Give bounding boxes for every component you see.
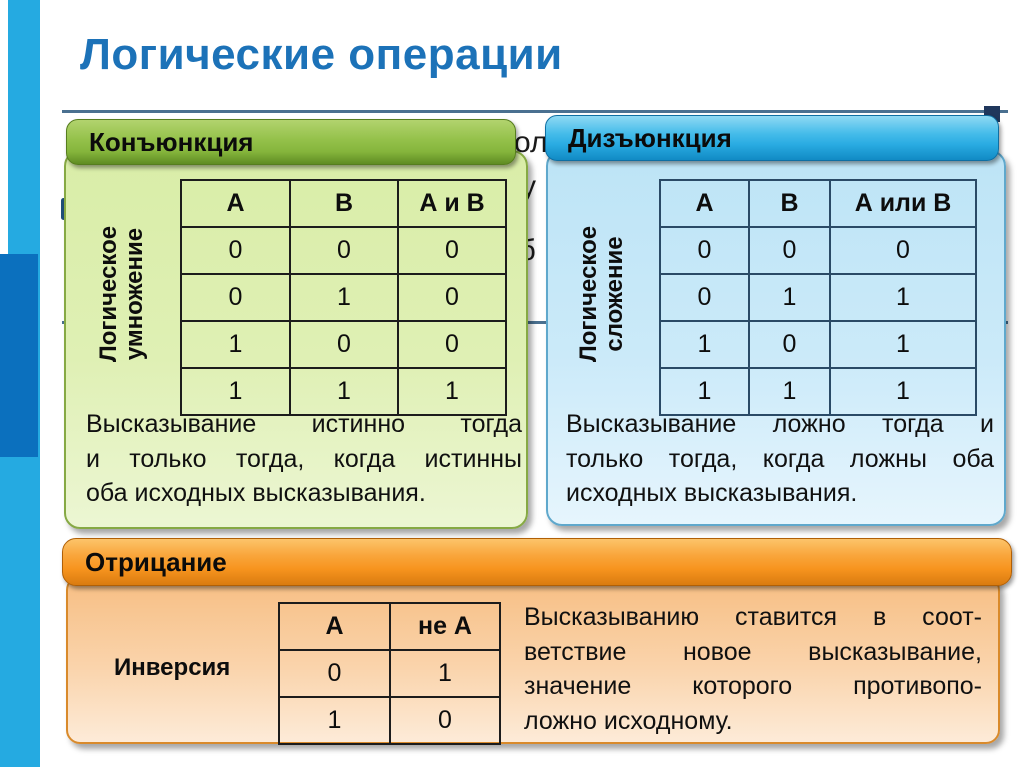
table-cell: 1 bbox=[278, 696, 391, 745]
disjunction-header: Дизъюнкция bbox=[545, 115, 999, 161]
table-row: 0 0 0 bbox=[659, 226, 977, 275]
disjunction-side-label: Логическое сложение bbox=[562, 184, 642, 404]
description-line: и только тогда, когда истинны bbox=[86, 444, 522, 473]
title-underline bbox=[62, 110, 1008, 113]
table-cell: 0 bbox=[397, 226, 507, 275]
table-row: 1 0 bbox=[278, 696, 501, 745]
disjunction-description: Высказывание ложно тогда и только тогда,… bbox=[566, 407, 994, 511]
table-row: 0 1 bbox=[278, 649, 501, 698]
conjunction-description: Высказывание истинно тогда и только тогд… bbox=[86, 407, 522, 511]
table-header-cell: А и В bbox=[397, 179, 507, 228]
side-label-line: Логическое bbox=[95, 225, 123, 363]
table-header-cell: В bbox=[748, 179, 831, 228]
table-header-cell: А или В bbox=[829, 179, 977, 228]
conjunction-header: Конъюнкция bbox=[66, 119, 516, 165]
table-cell: 0 bbox=[278, 649, 391, 698]
negation-panel: Инверсия А не А 0 1 1 0 Высказ bbox=[66, 576, 1000, 745]
negation-header: Отрицание bbox=[62, 538, 1012, 586]
table-header-cell: А bbox=[278, 602, 391, 651]
description-line: оба исходных высказывания. bbox=[86, 479, 426, 507]
table-header-row: А не А bbox=[278, 602, 501, 651]
negation-description: Высказыванию ставится в соот- ветствие н… bbox=[524, 600, 982, 738]
table-cell: 1 bbox=[389, 649, 501, 698]
table-cell: 0 bbox=[289, 320, 399, 369]
table-row: 0 0 0 bbox=[180, 226, 507, 275]
description-line: Высказывание истинно тогда bbox=[86, 410, 522, 438]
negation-truth-table: А не А 0 1 1 0 bbox=[278, 602, 501, 745]
disjunction-truth-table: А В А или В 0 0 0 0 1 1 1 0 bbox=[659, 179, 977, 416]
side-label-line: Логическое bbox=[575, 225, 603, 363]
table-row: 0 1 0 bbox=[180, 273, 507, 322]
table-cell: 1 bbox=[829, 367, 977, 416]
table-cell: 0 bbox=[180, 273, 291, 322]
table-cell: 0 bbox=[659, 273, 750, 322]
description-line: только тогда, когда ложны оба bbox=[566, 444, 994, 473]
table-row: 1 0 0 bbox=[180, 320, 507, 369]
negation-title: Отрицание bbox=[85, 546, 227, 577]
table-cell: 0 bbox=[389, 696, 501, 745]
description-line: исходных высказывания. bbox=[566, 479, 858, 507]
disjunction-title: Дизъюнкция bbox=[568, 122, 732, 153]
conjunction-panel: Логическое умножение А В А и В 0 0 0 0 bbox=[64, 150, 528, 529]
table-cell: 1 bbox=[659, 367, 750, 416]
table-cell: 1 bbox=[829, 273, 977, 322]
description-line: Высказывание ложно тогда и bbox=[566, 410, 994, 438]
description-line: ветствие новое высказывание, bbox=[524, 637, 982, 666]
left-cyan-bar-lower bbox=[0, 457, 38, 767]
table-cell: 1 bbox=[659, 320, 750, 369]
table-cell: 1 bbox=[748, 273, 831, 322]
table-cell: 0 bbox=[397, 273, 507, 322]
side-label-line: умножение bbox=[121, 227, 148, 361]
table-cell: 1 bbox=[289, 367, 399, 416]
table-cell: 0 bbox=[748, 226, 831, 275]
background-artifact-sliver bbox=[61, 198, 66, 220]
table-cell: 0 bbox=[748, 320, 831, 369]
table-cell: 1 bbox=[180, 367, 291, 416]
left-dark-blue-bar bbox=[0, 254, 38, 457]
conjunction-side-label: Логическое умножение bbox=[82, 184, 162, 404]
table-cell: 1 bbox=[289, 273, 399, 322]
table-header-cell: не А bbox=[389, 602, 501, 651]
table-cell: 0 bbox=[397, 320, 507, 369]
table-cell: 0 bbox=[829, 226, 977, 275]
table-row: 1 0 1 bbox=[659, 320, 977, 369]
negation-side-label: Инверсия bbox=[114, 654, 231, 681]
page-title: Логические операции bbox=[80, 30, 563, 79]
table-cell: 1 bbox=[180, 320, 291, 369]
description-line: Высказыванию ставится в соот- bbox=[524, 603, 982, 631]
conjunction-truth-table: А В А и В 0 0 0 0 1 0 1 0 bbox=[180, 179, 507, 416]
description-line: ложно исходному. bbox=[524, 706, 733, 735]
disjunction-panel: Логическое сложение А В А или В 0 0 0 0 bbox=[546, 150, 1006, 526]
table-header-row: А В А или В bbox=[659, 179, 977, 228]
table-cell: 0 bbox=[659, 226, 750, 275]
table-cell: 1 bbox=[748, 367, 831, 416]
side-label-line: сложение bbox=[601, 236, 628, 352]
table-header-cell: А bbox=[180, 179, 291, 228]
table-cell: 0 bbox=[289, 226, 399, 275]
table-cell: 1 bbox=[829, 320, 977, 369]
table-row: 0 1 1 bbox=[659, 273, 977, 322]
table-cell: 0 bbox=[180, 226, 291, 275]
description-line: значение которого противопо- bbox=[524, 672, 982, 700]
table-header-row: А В А и В bbox=[180, 179, 507, 228]
table-row: 1 1 1 bbox=[180, 367, 507, 416]
table-cell: 1 bbox=[397, 367, 507, 416]
conjunction-title: Конъюнкция bbox=[89, 126, 254, 157]
table-row: 1 1 1 bbox=[659, 367, 977, 416]
background-rule-line bbox=[62, 321, 1008, 324]
table-header-cell: В bbox=[289, 179, 399, 228]
table-header-cell: А bbox=[659, 179, 750, 228]
